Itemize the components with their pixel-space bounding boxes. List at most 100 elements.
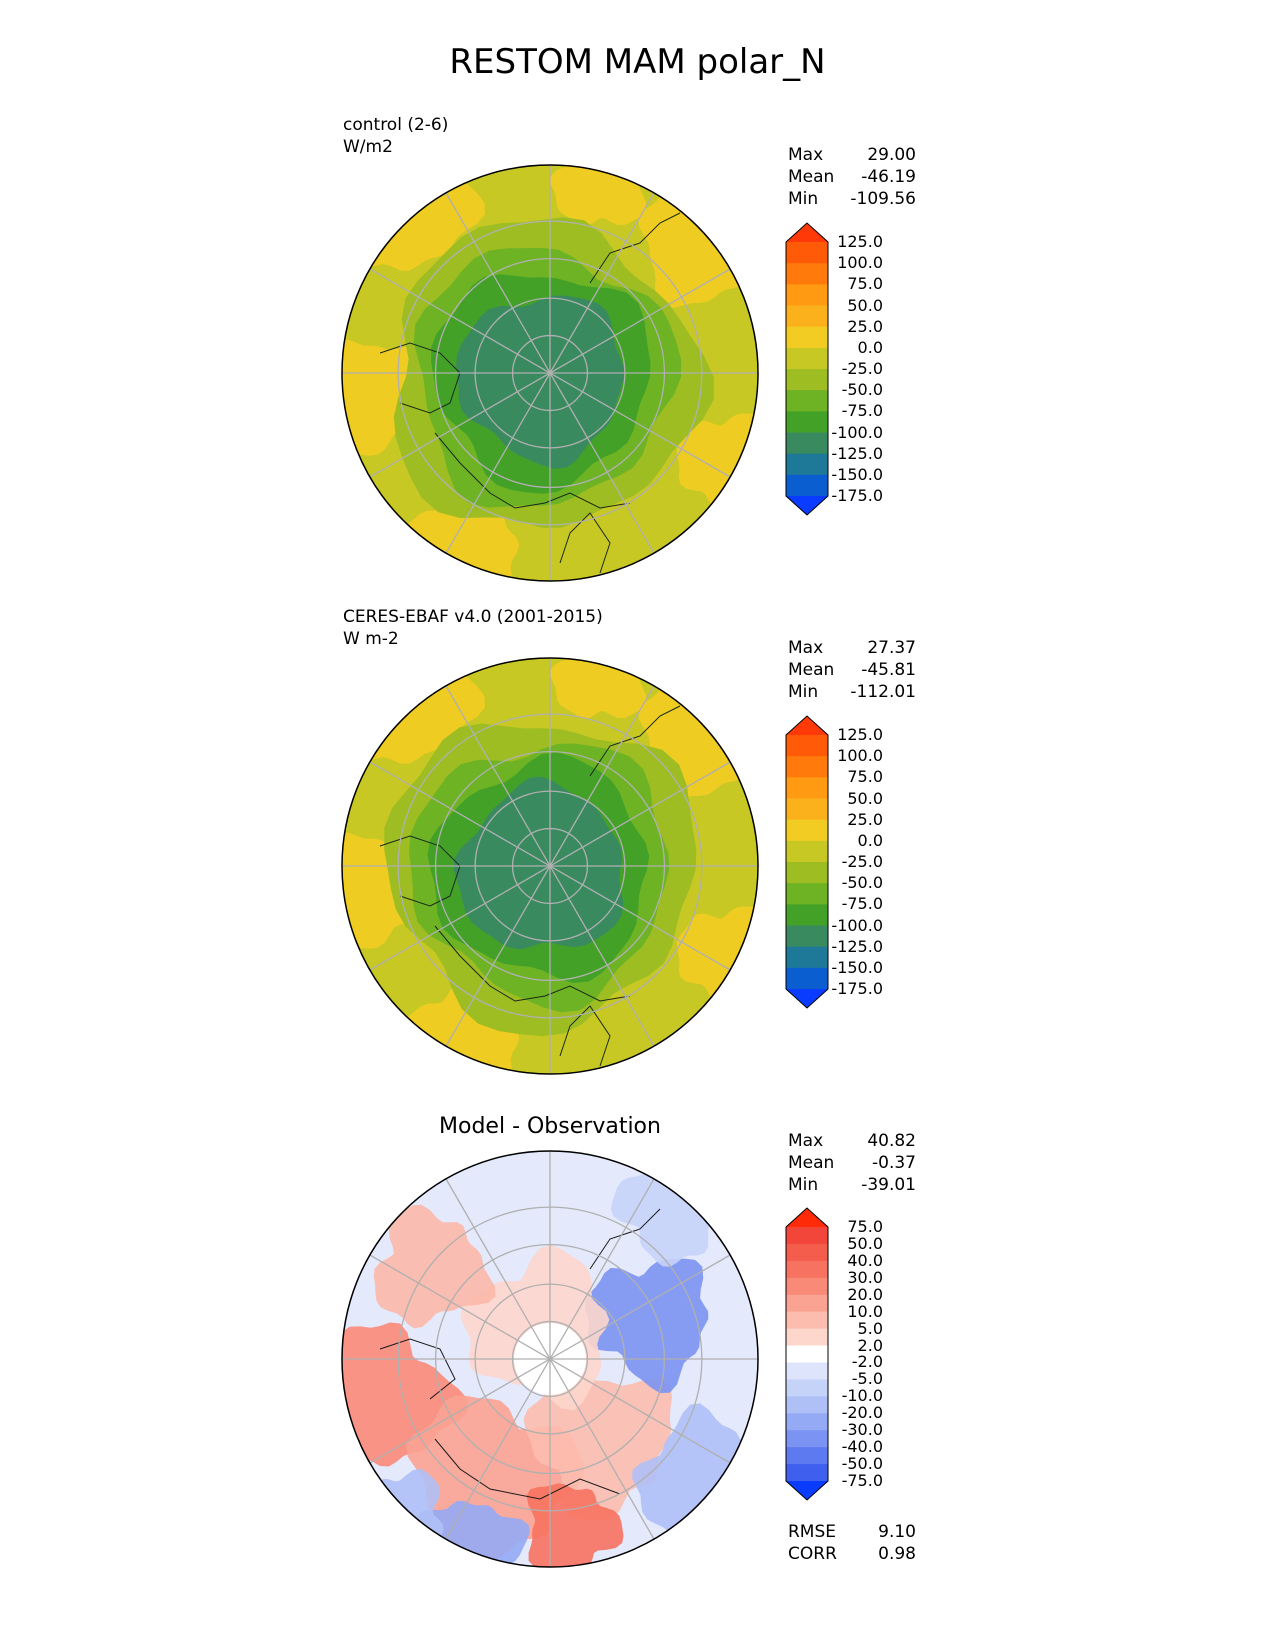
chart-title: RESTOM MAM polar_N: [449, 42, 826, 82]
colorbar-tick-label: -50.0: [841, 873, 883, 893]
colorbar-tick-label: -150.0: [831, 957, 883, 977]
colorbar-tick-label: -2.0: [851, 1352, 883, 1372]
colorbar-tick-label: -30.0: [841, 1420, 883, 1440]
colorbar-tick-label: 125.0: [837, 232, 883, 251]
panel-reference-units: W m-2: [343, 629, 399, 649]
colorbar-bin: [786, 1311, 828, 1330]
colorbar-tick-label: -50.0: [841, 1454, 883, 1474]
colorbar-bin: [786, 1260, 828, 1279]
colorbar-tick-label: 25.0: [847, 809, 883, 829]
colorbar-bin: [786, 263, 828, 285]
colorbar-bin: [786, 1328, 828, 1347]
colorbar-tick-label: 40.0: [847, 1250, 883, 1270]
colorbar-tick-label: -75.0: [841, 894, 883, 914]
map-field: [342, 658, 758, 1074]
graticule: [342, 165, 758, 581]
colorbar-bin: [786, 1379, 828, 1397]
colorbar-bin: [786, 1227, 828, 1245]
colorbar-extend-max: [786, 716, 828, 735]
stat-max: Max 29.00: [788, 145, 916, 165]
colorbar-tick-label: 75.0: [847, 767, 883, 787]
panel-difference-error-stats: RMSE 9.10 CORR 0.98: [788, 1521, 916, 1565]
panel-reference-name: CERES-EBAF v4.0 (2001-2015): [343, 607, 603, 627]
map-field: [342, 1151, 758, 1567]
stat-rmse: RMSE 9.10: [788, 1522, 916, 1542]
colorbar-reference: [785, 715, 829, 1009]
colorbar-bin: [786, 390, 828, 412]
colorbar-bin: [786, 967, 828, 990]
colorbar-extend-min: [786, 1481, 828, 1500]
colorbar-tick-label: -175.0: [831, 979, 883, 998]
stat-min: Min -39.01: [788, 1175, 916, 1195]
colorbar-bin: [786, 1464, 828, 1482]
stat-mean: Mean -46.19: [788, 167, 916, 187]
colorbar-tick-label: -25.0: [841, 852, 883, 871]
colorbar-bin: [786, 862, 828, 884]
colorbar-bin: [786, 1447, 828, 1465]
colorbar-bin: [786, 1396, 828, 1414]
colorbar-tick-label: 2.0: [857, 1335, 883, 1355]
colorbar-tick-label: -125.0: [831, 936, 883, 956]
colorbar-bin: [786, 756, 828, 778]
graticule: [342, 658, 758, 1074]
colorbar-bin: [786, 369, 828, 391]
colorbar-bin: [786, 1243, 828, 1262]
panel-difference-stats: Max 40.82 Mean -0.37 Min -39.01: [788, 1130, 916, 1196]
colorbar-tick-label: -75.0: [841, 401, 883, 421]
colorbar-tick-label: -125.0: [831, 443, 883, 463]
panel-reference-label: CERES-EBAF v4.0 (2001-2015) W m-2: [343, 606, 603, 650]
colorbar-tick-label: 0.0: [857, 830, 883, 850]
colorbar-tick-label: 0.0: [857, 337, 883, 357]
panel-difference-title: Model - Observation: [439, 1114, 661, 1139]
colorbar-tick-label: 75.0: [847, 1217, 883, 1236]
colorbar-extend-max: [786, 1208, 828, 1227]
colorbar-bin: [786, 840, 828, 863]
colorbar-tick-label: -150.0: [831, 464, 883, 484]
colorbar-bin: [786, 411, 828, 433]
colorbar-bin: [786, 432, 828, 455]
colorbar-tick-label: 25.0: [847, 316, 883, 336]
stat-mean: Mean -45.81: [788, 660, 916, 680]
colorbar-bin: [786, 777, 828, 799]
colorbar-extend-max: [786, 223, 828, 242]
colorbar-tick-label: 50.0: [847, 788, 883, 808]
polar-map-test: [341, 164, 759, 582]
panel-test-name: control (2-6): [343, 115, 449, 135]
colorbar-bin: [786, 883, 828, 905]
colorbar-bin: [786, 1430, 828, 1448]
colorbar-bin: [786, 453, 828, 476]
graticule: [342, 1151, 758, 1567]
colorbar-tick-label: -100.0: [831, 422, 883, 442]
stat-min: Min -112.01: [788, 682, 916, 702]
stat-min: Min -109.56: [788, 189, 916, 209]
colorbar-tick-label: 20.0: [847, 1284, 883, 1304]
polar-map-difference: [341, 1150, 759, 1568]
colorbar-bin: [786, 925, 828, 948]
colorbar-tick-label: -20.0: [841, 1403, 883, 1423]
colorbar-extend-min: [786, 496, 828, 515]
colorbar-bin: [786, 1413, 828, 1431]
colorbar-tick-label: 30.0: [847, 1267, 883, 1287]
colorbar-bin: [786, 1345, 828, 1363]
colorbar-tick-label: 125.0: [837, 725, 883, 744]
colorbar-bin: [786, 474, 828, 497]
colorbar-tick-label: 10.0: [847, 1301, 883, 1321]
colorbar-tick-label: 100.0: [837, 746, 883, 766]
colorbar-tick-label: -25.0: [841, 359, 883, 378]
colorbar-bin: [786, 946, 828, 969]
stat-max: Max 40.82: [788, 1131, 916, 1151]
colorbar-bin: [786, 242, 828, 264]
colorbar-bin: [786, 305, 828, 328]
colorbar-tick-label: 5.0: [857, 1318, 883, 1338]
colorbar-extend-min: [786, 989, 828, 1008]
stat-max: Max 27.37: [788, 638, 916, 658]
colorbar-bin: [786, 735, 828, 757]
colorbar-bin: [786, 1277, 828, 1296]
colorbar-bin: [786, 326, 828, 349]
colorbar-tick-label: -5.0: [851, 1369, 883, 1389]
panel-test-units: W/m2: [343, 137, 393, 157]
colorbar-tick-label: -75.0: [841, 1471, 883, 1490]
stat-corr: CORR 0.98: [788, 1544, 916, 1564]
polar-map-reference: [341, 657, 759, 1075]
colorbar-tick-label: -100.0: [831, 915, 883, 935]
